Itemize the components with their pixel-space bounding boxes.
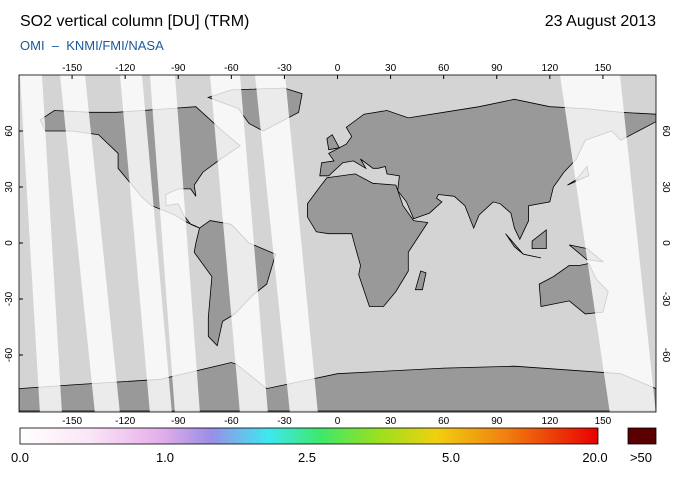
colorbar-label: 5.0 [442,450,460,465]
orbit-gap [120,75,172,412]
lat-tick-label-right: 60 [660,125,671,137]
lon-tick-label-top: 0 [335,63,341,74]
lon-tick-label-top: -60 [224,63,239,74]
lon-tick-label-top: -90 [171,63,186,74]
orbit-gap [255,75,318,412]
lon-tick-label-top: -30 [277,63,292,74]
lon-tick-label-top: 150 [595,63,612,74]
lon-tick-label-bottom: 60 [438,416,450,427]
lon-tick-label-top: -150 [62,63,82,74]
landmass [523,253,542,259]
lat-tick-label-right: -60 [660,348,671,363]
colorbar-overflow [627,427,657,445]
landmass [307,173,429,307]
lon-tick-label-top: 90 [491,63,503,74]
lon-tick-label-bottom: -30 [277,416,292,427]
orbit-gap [150,75,200,412]
lon-tick-label-bottom: -90 [171,416,186,427]
orbit-gap [560,75,656,412]
colorbar-label: 0.0 [11,450,29,465]
landmass [414,270,427,291]
lon-tick-label-bottom: -150 [62,416,82,427]
lat-tick-label-right: -30 [660,292,671,307]
lat-tick-label-left: -60 [4,347,15,362]
colorbar-label: 20.0 [582,450,607,465]
lat-tick-label-right: 0 [660,240,671,246]
lat-tick-label-left: -30 [4,291,15,306]
lon-tick-label-bottom: 0 [335,416,341,427]
landmass [326,134,340,151]
lon-tick-label-bottom: -60 [224,416,239,427]
landmass [531,229,547,249]
date: 23 August 2013 [545,13,656,30]
lon-tick-label-bottom: 90 [491,416,503,427]
lat-tick-label-left: 60 [4,125,15,137]
lat-tick-label-right: 30 [660,181,671,193]
landmass [505,233,524,255]
lon-tick-label-top: 30 [385,63,397,74]
orbit-gap [20,75,62,412]
lon-tick-label-bottom: 150 [595,416,612,427]
orbit-gap [60,75,120,412]
orbit-gap [210,75,268,412]
map [19,75,656,412]
colorbar-label: 1.0 [156,450,174,465]
lon-tick-label-top: 120 [541,63,558,74]
colorbar-overflow-label: >50 [630,450,652,465]
colorbar-label: 2.5 [298,450,316,465]
source: OMI – KNMI/FMI/NASA [20,38,164,53]
lon-tick-label-bottom: 30 [385,416,397,427]
lat-tick-label-left: 0 [4,240,15,246]
colorbar [19,427,599,445]
lon-tick-label-top: -120 [115,63,135,74]
lon-tick-label-bottom: -120 [115,416,135,427]
lon-tick-label-top: 60 [438,63,450,74]
title: SO2 vertical column [DU] (TRM) [20,13,249,30]
lat-tick-label-left: 30 [4,181,15,193]
lon-tick-label-bottom: 120 [541,416,558,427]
